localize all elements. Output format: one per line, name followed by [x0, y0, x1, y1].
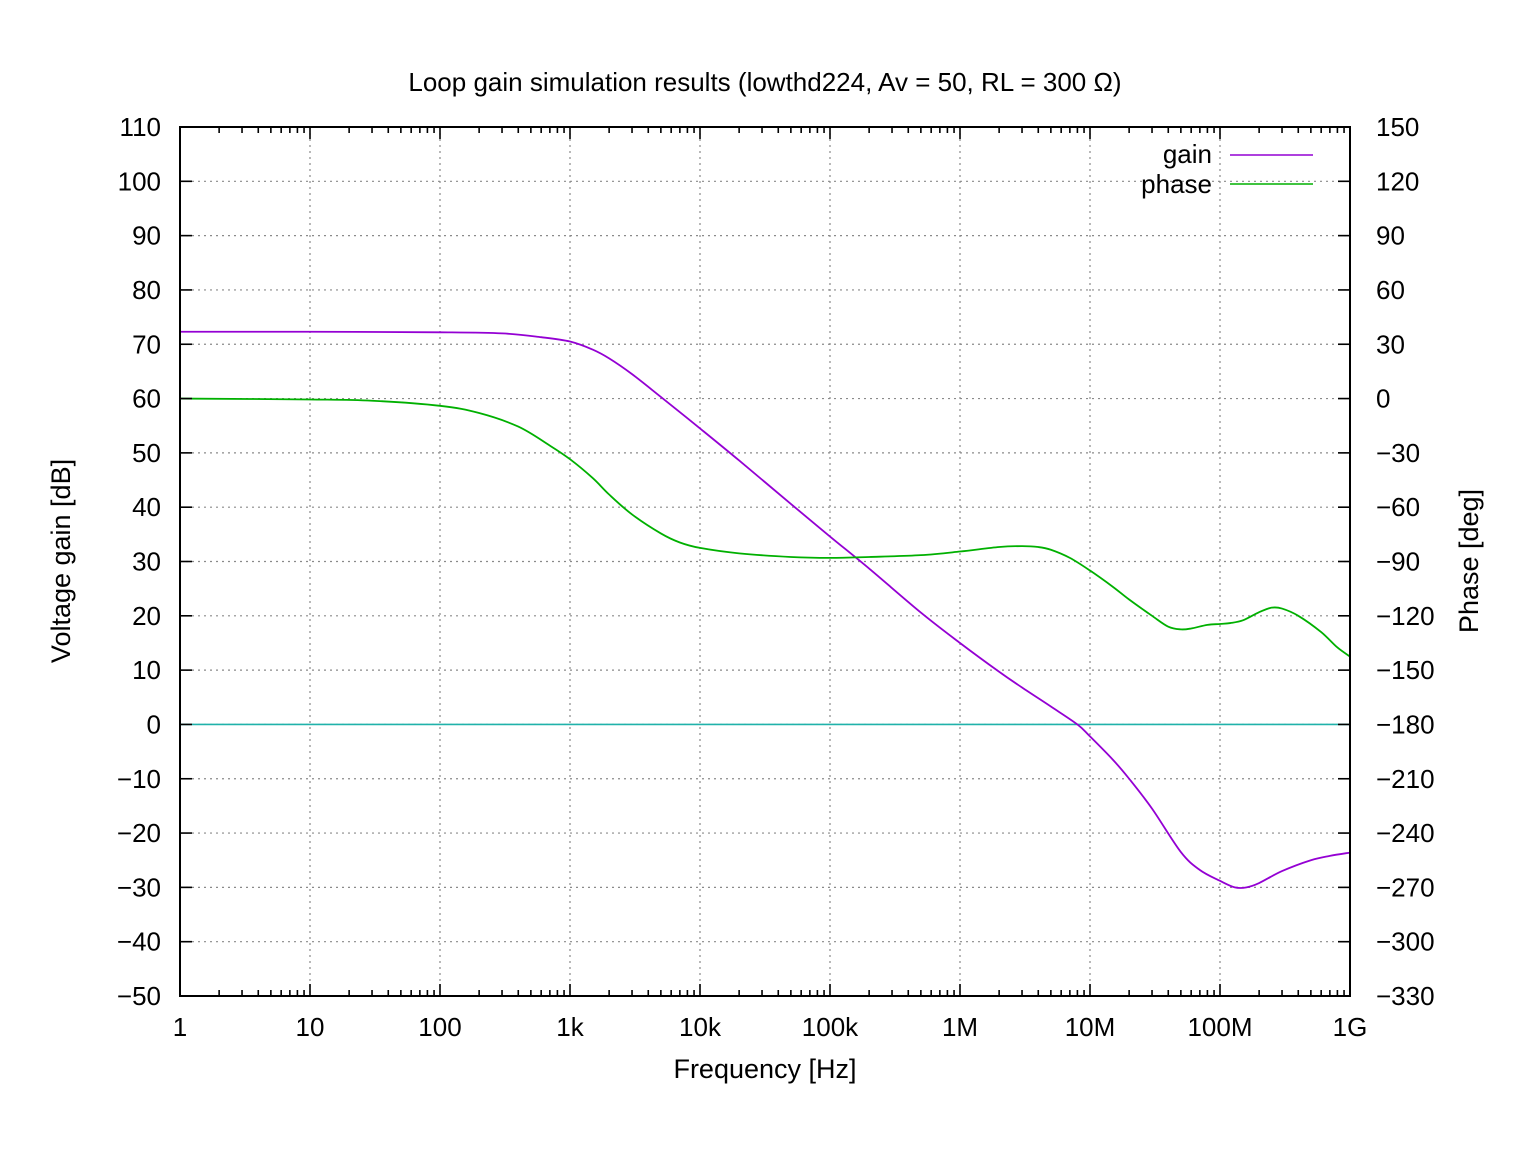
legend-label-gain: gain	[1163, 139, 1212, 169]
y-tick-label: −10	[117, 764, 161, 794]
y-tick-label: 100	[118, 166, 161, 196]
chart-title: Loop gain simulation results (lowthd224,…	[408, 67, 1121, 97]
y2-tick-label: −270	[1376, 872, 1435, 902]
y2-tick-label: −210	[1376, 764, 1435, 794]
y2-tick-label: −300	[1376, 927, 1435, 957]
y2-axis-label: Phase [deg]	[1454, 489, 1484, 633]
y2-tick-label: −330	[1376, 981, 1435, 1011]
x-tick-label: 10M	[1065, 1012, 1116, 1042]
y-tick-label: 40	[132, 492, 161, 522]
y2-tick-label: 60	[1376, 275, 1405, 305]
y2-tick-label: 150	[1376, 112, 1419, 142]
x-tick-labels: 1 10 100 1k 10k 100k 1M 10M 100M 1G	[173, 1012, 1368, 1042]
y2-tick-labels: 150 120 90 60 30 0 −30 −60 −90 −120 −150 −180 −210 −2…	[1376, 112, 1435, 1011]
x-tick-label: 100k	[802, 1012, 859, 1042]
phase-series-line	[179, 397, 1351, 658]
x-tick-label: 10k	[679, 1012, 722, 1042]
y-tick-label: −40	[117, 927, 161, 957]
y-tick-label: −30	[117, 872, 161, 902]
y-tick-label: −50	[117, 981, 161, 1011]
y-tick-label: −20	[117, 818, 161, 848]
x-tick-label: 10	[296, 1012, 325, 1042]
y2-tick-label: 120	[1376, 166, 1419, 196]
legend: gain phase	[1141, 139, 1313, 199]
series-layer	[179, 330, 1351, 889]
x-tick-label: 100	[418, 1012, 461, 1042]
x-axis-label: Frequency [Hz]	[673, 1054, 856, 1084]
gain-series-line	[179, 330, 1351, 889]
y-tick-label: 10	[132, 655, 161, 685]
y2-tick-label: 90	[1376, 221, 1405, 251]
y2-tick-label: −30	[1376, 438, 1420, 468]
y-tick-label: 0	[147, 709, 161, 739]
x-tick-label: 1M	[942, 1012, 978, 1042]
y2-tick-label: −90	[1376, 547, 1420, 577]
x-tick-label: 1G	[1333, 1012, 1368, 1042]
y-tick-label: 60	[132, 384, 161, 414]
x-tick-label: 1	[173, 1012, 187, 1042]
y2-tick-label: −240	[1376, 818, 1435, 848]
y2-tick-label: −180	[1376, 709, 1435, 739]
x-tick-label: 1k	[556, 1012, 584, 1042]
y2-tick-label: −120	[1376, 601, 1435, 631]
y-tick-label: 20	[132, 601, 161, 631]
x-tick-label: 100M	[1187, 1012, 1252, 1042]
y2-tick-label: 30	[1376, 329, 1405, 359]
y-tick-label: 50	[132, 438, 161, 468]
y2-tick-label: 0	[1376, 384, 1390, 414]
tick-marks	[179, 126, 1351, 997]
y-tick-label: 30	[132, 547, 161, 577]
y-tick-label: 110	[120, 112, 161, 142]
y-tick-label: 70	[132, 329, 161, 359]
y-axis-label: Voltage gain [dB]	[46, 459, 76, 663]
legend-label-phase: phase	[1141, 169, 1212, 199]
y-tick-label: 80	[132, 275, 161, 305]
y-tick-label: 90	[132, 221, 161, 251]
y2-tick-label: −60	[1376, 492, 1420, 522]
y2-tick-label: −150	[1376, 655, 1435, 685]
grid	[180, 127, 1350, 996]
